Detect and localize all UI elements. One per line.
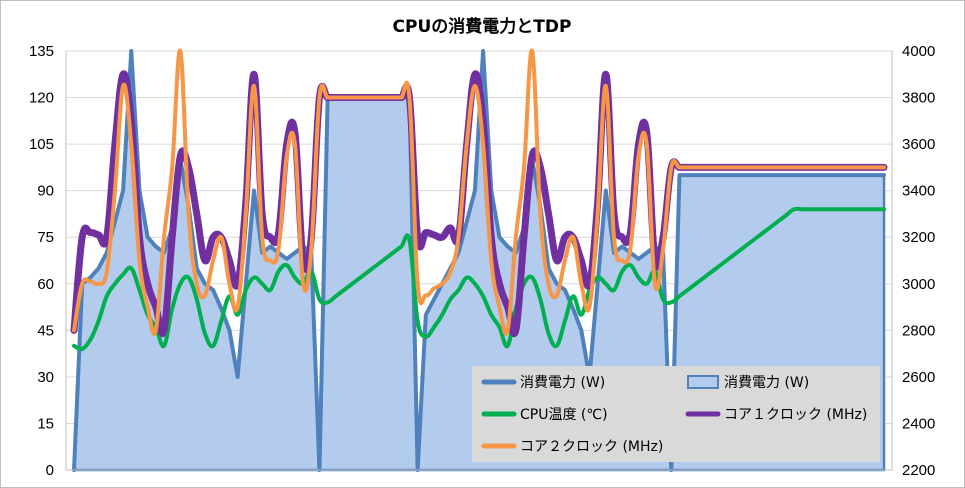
axes: 0 15 30 45 60 75 90 105 120 135 2200 2400 2600 2800 30… xyxy=(29,43,935,479)
legend-entry-core1-clock-label: コア１クロック (MHz) xyxy=(724,407,867,423)
y-right-tick-label: 3600 xyxy=(902,136,935,153)
y-left-tick-label: 75 xyxy=(37,229,54,246)
legend-entry-core2-clock-label: コア２クロック (MHz) xyxy=(520,439,663,455)
y-left-tick-label: 105 xyxy=(29,136,54,153)
legend-entry-power-line-label: 消費電力 (W) xyxy=(520,375,605,391)
y-right-tick-label: 4000 xyxy=(902,43,935,60)
series-lines-layer xyxy=(70,48,888,472)
y-right-tick-label: 3000 xyxy=(902,276,935,293)
y-right-tick-label: 3200 xyxy=(902,229,935,246)
series-core2-clock xyxy=(72,48,886,336)
legend-entry-cpu-temp-label: CPU温度 (℃) xyxy=(520,407,608,423)
y-right-tick-label: 3800 xyxy=(902,90,935,107)
chart-title: CPUの消費電力とTDP xyxy=(393,16,572,37)
legend: 消費電力 (W) 消費電力 (W) CPU温度 (℃) コア１クロック (MHz) コア… xyxy=(472,366,880,462)
y-left-tick-label: 15 xyxy=(37,415,54,432)
y-left-tick-label: 60 xyxy=(37,276,54,293)
y-right-tick-label: 3400 xyxy=(902,183,935,200)
y-left-tick-label: 135 xyxy=(29,43,54,60)
y-right-tick-label: 2400 xyxy=(902,415,935,432)
legend-entry-power-area-label: 消費電力 (W) xyxy=(724,375,809,391)
y-left-tick-label: 90 xyxy=(37,183,54,200)
y-left-tick-label: 0 xyxy=(46,462,54,479)
y-right-tick-label: 2800 xyxy=(902,322,935,339)
y-left-tick-label: 120 xyxy=(29,90,54,107)
legend-entry-power-area-swatch xyxy=(687,375,719,389)
y-left-tick-label: 45 xyxy=(37,322,54,339)
y-right-tick-label: 2200 xyxy=(902,462,935,479)
y-right-tick-label: 2600 xyxy=(902,369,935,386)
y-left-tick-label: 30 xyxy=(37,369,54,386)
legend-background xyxy=(472,366,880,462)
series-cpu-temp xyxy=(72,206,886,352)
